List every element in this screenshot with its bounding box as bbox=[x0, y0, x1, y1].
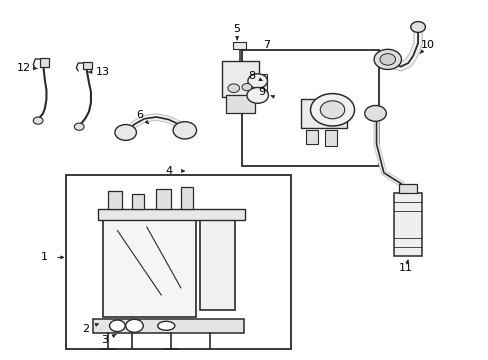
Circle shape bbox=[109, 320, 125, 332]
Bar bbox=[325, 130, 337, 146]
Bar bbox=[200, 220, 234, 310]
Bar bbox=[132, 194, 144, 209]
Bar bbox=[225, 95, 255, 113]
Ellipse shape bbox=[157, 321, 175, 330]
Text: 13: 13 bbox=[96, 67, 109, 77]
Circle shape bbox=[115, 125, 136, 140]
Text: 10: 10 bbox=[420, 40, 434, 50]
Circle shape bbox=[320, 101, 344, 119]
Bar bbox=[83, 62, 92, 69]
Text: 4: 4 bbox=[165, 166, 172, 176]
Circle shape bbox=[379, 54, 395, 65]
Text: 3: 3 bbox=[102, 335, 108, 345]
Bar bbox=[66, 175, 290, 349]
Bar bbox=[93, 319, 244, 333]
Bar bbox=[393, 193, 421, 256]
Circle shape bbox=[33, 117, 43, 124]
Text: 12: 12 bbox=[17, 63, 30, 73]
Circle shape bbox=[125, 319, 143, 332]
Circle shape bbox=[74, 123, 84, 130]
Bar bbox=[300, 99, 346, 128]
Bar bbox=[181, 187, 193, 209]
Text: 6: 6 bbox=[136, 110, 142, 120]
Bar bbox=[222, 61, 259, 97]
Circle shape bbox=[364, 105, 386, 121]
Bar bbox=[98, 209, 244, 220]
Text: 2: 2 bbox=[82, 324, 89, 334]
Circle shape bbox=[242, 84, 251, 91]
Text: 5: 5 bbox=[233, 24, 240, 34]
Bar bbox=[40, 58, 49, 67]
Text: 11: 11 bbox=[398, 263, 412, 273]
Circle shape bbox=[373, 49, 401, 69]
Circle shape bbox=[247, 74, 267, 88]
Text: 1: 1 bbox=[41, 252, 47, 262]
Bar bbox=[107, 191, 122, 209]
Bar bbox=[156, 189, 171, 209]
Bar bbox=[305, 130, 317, 144]
Bar bbox=[398, 184, 416, 193]
Bar bbox=[258, 74, 266, 94]
Bar bbox=[233, 42, 245, 49]
Circle shape bbox=[310, 94, 354, 126]
Circle shape bbox=[246, 87, 268, 103]
Circle shape bbox=[410, 22, 425, 32]
Text: 8: 8 bbox=[248, 71, 255, 81]
Circle shape bbox=[173, 122, 196, 139]
Text: 7: 7 bbox=[263, 40, 269, 50]
Text: 9: 9 bbox=[258, 87, 264, 97]
Circle shape bbox=[227, 84, 239, 93]
Bar bbox=[242, 50, 378, 166]
Bar bbox=[102, 220, 195, 317]
